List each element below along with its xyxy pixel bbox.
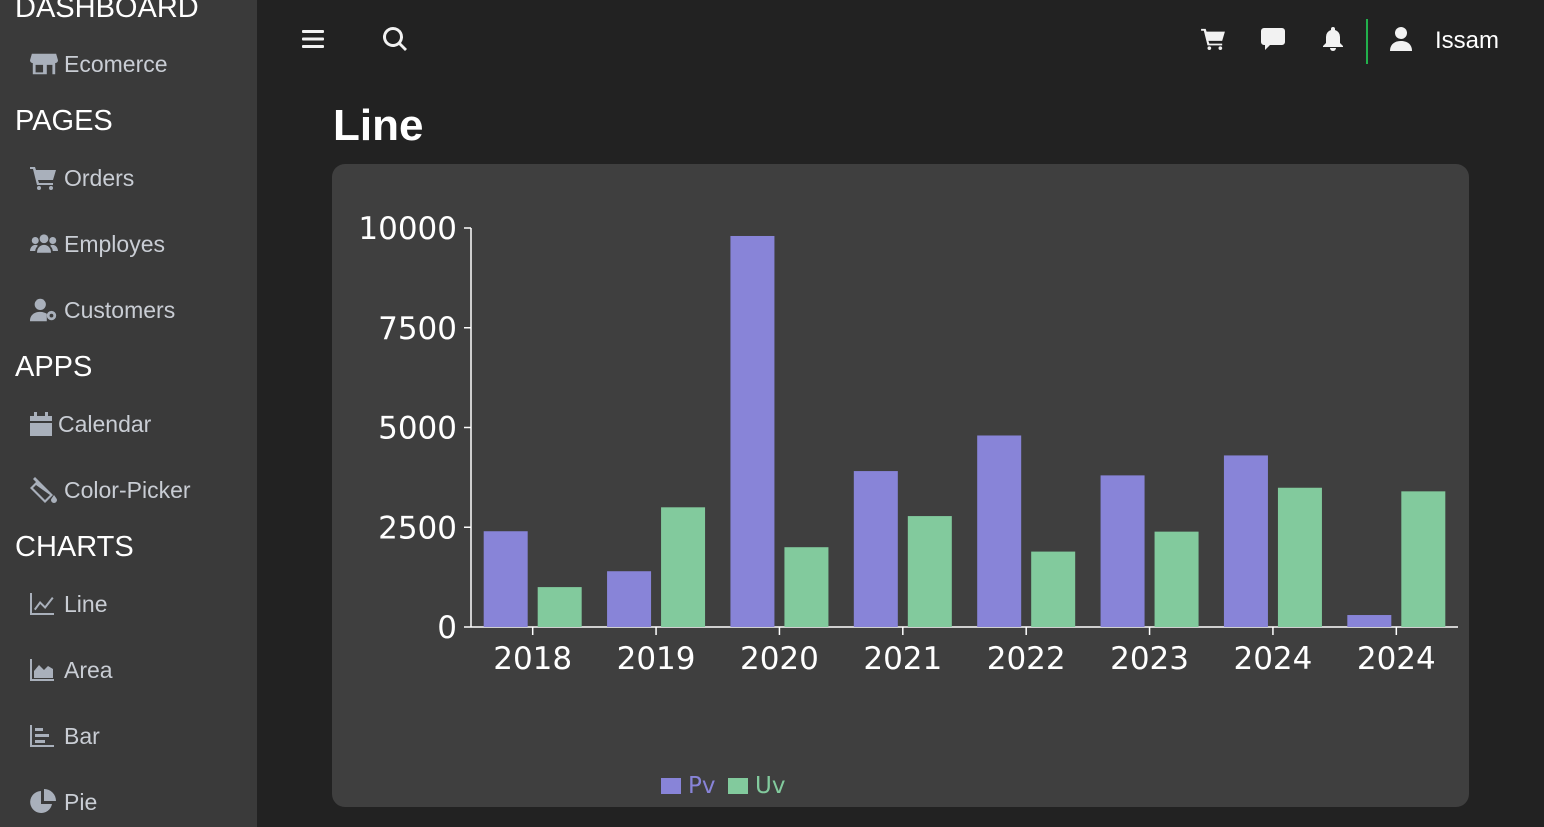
cart-button[interactable]: [1196, 24, 1230, 58]
page-title: Line: [333, 101, 424, 150]
sidebar-item-label: Area: [64, 656, 113, 683]
bar-pv: [977, 435, 1022, 627]
user-button[interactable]: [1384, 24, 1418, 58]
bar-pv: [1100, 475, 1145, 627]
search-icon: [383, 26, 407, 56]
bar-pv: [607, 571, 652, 627]
cart-icon: [30, 164, 58, 192]
notifications-button[interactable]: [1316, 24, 1350, 58]
sidebar-item-label: Calendar: [58, 410, 152, 437]
bar-uv: [661, 507, 706, 627]
x-tick-label: 2022: [987, 641, 1066, 677]
sidebar-item-label: Ecomerce: [64, 50, 168, 77]
sidebar-item-label: Line: [64, 590, 108, 617]
section-title-apps: APPS: [15, 351, 93, 383]
sidebar-item-bar[interactable]: Bar: [30, 720, 100, 752]
bar-pv: [853, 471, 898, 627]
sidebar-item-area[interactable]: Area: [30, 654, 113, 686]
search-button[interactable]: [378, 24, 412, 58]
y-tick-label: 10000: [358, 211, 457, 247]
bar-pv: [483, 531, 528, 627]
x-tick-label: 2021: [863, 641, 942, 677]
line-chart-icon: [30, 590, 58, 618]
legend-label-uv: Uv: [755, 773, 785, 799]
cart-icon: [1201, 28, 1225, 55]
sidebar-item-ecommerce[interactable]: Ecomerce: [30, 48, 168, 80]
menu-button[interactable]: [296, 24, 330, 58]
bar-chart: 0 2500 5000 7500 10000 2018 2019 2020 2021 2022 20…: [358, 211, 1458, 799]
header-divider: [1366, 19, 1368, 64]
bar-pv: [730, 235, 775, 627]
calendar-icon: [30, 410, 52, 438]
sidebar-item-employes[interactable]: Employes: [30, 228, 165, 260]
x-tick-label: 2020: [740, 641, 819, 677]
users-icon: [30, 230, 58, 258]
user-icon: [1390, 26, 1412, 56]
legend-swatch-uv: [728, 778, 748, 794]
user-gear-icon: [30, 296, 58, 324]
bar-chart-icon: [30, 722, 58, 750]
section-title-charts: CHARTS: [15, 531, 134, 563]
store-icon: [30, 50, 58, 78]
x-tick-label: 2024: [1357, 641, 1436, 677]
bar-pv: [1223, 455, 1268, 627]
username[interactable]: Issam: [1435, 27, 1500, 54]
bar-uv: [784, 547, 829, 627]
sidebar: DASHBOARD Ecomerce PAGES Orders Employes…: [0, 0, 257, 827]
x-tick-label: 2019: [617, 641, 696, 677]
x-tick-label: 2018: [493, 641, 572, 677]
y-tick-label: 0: [437, 610, 457, 646]
sidebar-item-label: Employes: [64, 230, 165, 257]
sidebar-item-label: Pie: [64, 788, 98, 815]
pie-chart-icon: [30, 788, 58, 816]
chat-icon: [1261, 27, 1285, 56]
area-chart-icon: [30, 656, 58, 684]
chat-button[interactable]: [1256, 24, 1290, 58]
y-tick-label: 5000: [378, 411, 457, 447]
sidebar-item-label: Orders: [64, 164, 135, 191]
bar-pv: [1347, 615, 1392, 627]
section-title-pages: PAGES: [15, 105, 113, 137]
bar-uv: [1031, 551, 1076, 627]
sidebar-item-color-picker[interactable]: Color-Picker: [30, 474, 191, 506]
menu-icon: [302, 29, 324, 53]
section-title-dashboard: DASHBOARD: [15, 0, 199, 24]
sidebar-item-label: Color-Picker: [64, 476, 191, 503]
top-navbar: [257, 0, 1544, 82]
bar-uv: [537, 587, 582, 627]
chart-card: 0 2500 5000 7500 10000 2018 2019 2020 2021 2022 20…: [332, 164, 1469, 807]
sidebar-item-customers[interactable]: Customers: [30, 294, 175, 326]
x-tick-label: 2023: [1110, 641, 1189, 677]
sidebar-item-calendar[interactable]: Calendar: [30, 408, 151, 440]
bar-uv: [1277, 487, 1322, 627]
paint-bucket-icon: [30, 476, 58, 504]
legend-label-pv: Pv: [688, 773, 715, 799]
sidebar-item-label: Bar: [64, 722, 100, 749]
x-tick-label: 2024: [1233, 641, 1312, 677]
y-tick-label: 7500: [378, 311, 457, 347]
bar-uv: [907, 516, 952, 627]
sidebar-item-orders[interactable]: Orders: [30, 162, 134, 194]
y-tick-label: 2500: [378, 510, 457, 546]
sidebar-item-line[interactable]: Line: [30, 588, 107, 620]
bar-uv: [1401, 491, 1446, 627]
bar-uv: [1154, 531, 1199, 627]
sidebar-item-label: Customers: [64, 296, 176, 323]
bell-icon: [1322, 26, 1344, 56]
legend-swatch-pv: [661, 778, 681, 794]
sidebar-item-pie[interactable]: Pie: [30, 786, 97, 818]
